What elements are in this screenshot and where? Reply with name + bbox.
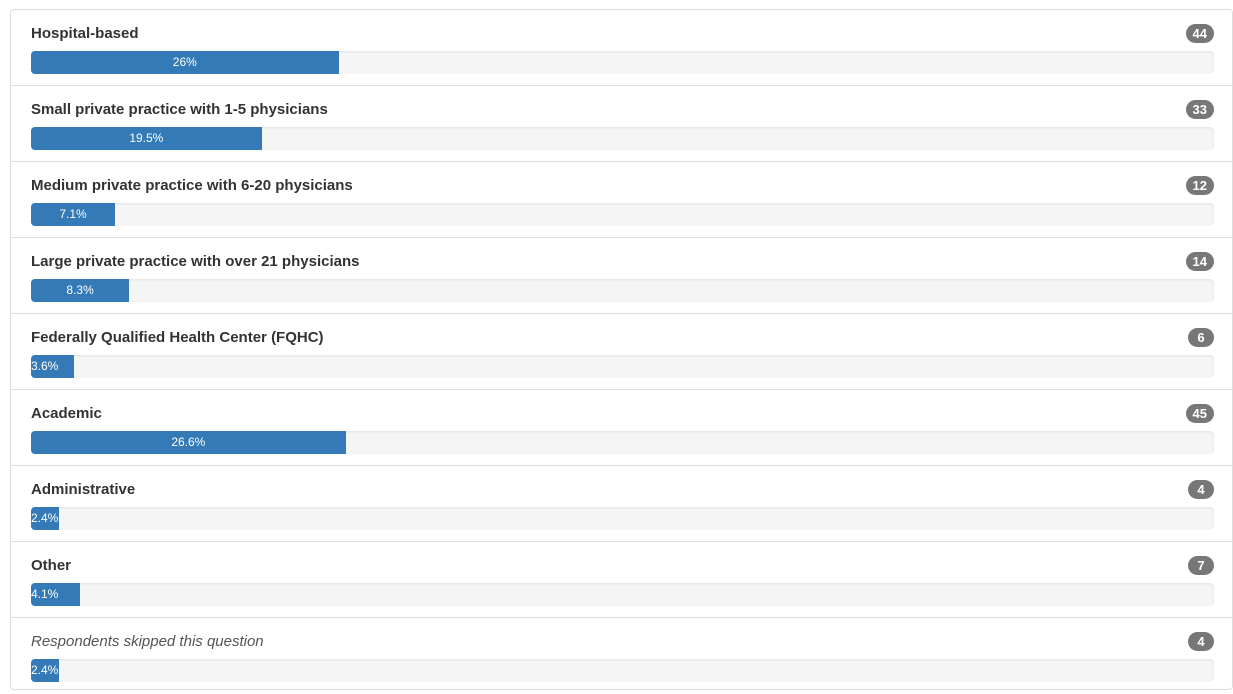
result-label: Academic xyxy=(31,405,102,422)
count-badge: 4 xyxy=(1188,632,1214,651)
count-badge: 4 xyxy=(1188,480,1214,499)
progress-fill: 26.6% xyxy=(31,431,346,454)
progress-fill: 4.1% xyxy=(31,583,80,606)
result-label: Administrative xyxy=(31,481,136,498)
progress-fill: 7.1% xyxy=(31,203,115,226)
progress-fill: 2.4% xyxy=(31,659,60,682)
result-item: Academic 45 26.6% xyxy=(11,390,1232,466)
result-label: Medium private practice with 6-20 physic… xyxy=(31,177,353,194)
result-item: Small private practice with 1-5 physicia… xyxy=(11,86,1232,162)
progress-fill: 26% xyxy=(31,51,339,74)
result-label: Federally Qualified Health Center (FQHC) xyxy=(31,329,324,346)
result-item: Respondents skipped this question 4 2.4% xyxy=(11,618,1232,694)
result-label: Other xyxy=(31,557,72,574)
progress-fill: 19.5% xyxy=(31,127,262,150)
progress-fill: 8.3% xyxy=(31,279,130,302)
result-item: Hospital-based 44 26% xyxy=(11,10,1232,86)
result-label: Small private practice with 1-5 physicia… xyxy=(31,101,328,118)
progress-track: 3.6% xyxy=(31,355,1214,378)
count-badge: 14 xyxy=(1185,252,1214,271)
progress-fill: 3.6% xyxy=(31,355,74,378)
progress-track: 26.6% xyxy=(31,431,1214,454)
results-panel: Hospital-based 44 26% Small private practic… xyxy=(10,9,1233,690)
progress-track: 2.4% xyxy=(31,507,1214,530)
progress-track: 8.3% xyxy=(31,279,1214,302)
result-label: Respondents skipped this question xyxy=(31,633,264,650)
result-label: Large private practice with over 21 phys… xyxy=(31,253,360,270)
count-badge: 33 xyxy=(1185,100,1214,119)
count-badge: 12 xyxy=(1185,176,1214,195)
count-badge: 45 xyxy=(1185,404,1214,423)
result-item: Federally Qualified Health Center (FQHC)… xyxy=(11,314,1232,390)
count-badge: 44 xyxy=(1185,24,1214,43)
result-item: Administrative 4 2.4% xyxy=(11,466,1232,542)
progress-track: 26% xyxy=(31,51,1214,74)
result-label: Hospital-based xyxy=(31,25,139,42)
progress-track: 7.1% xyxy=(31,203,1214,226)
progress-track: 19.5% xyxy=(31,127,1214,150)
result-item: Large private practice with over 21 phys… xyxy=(11,238,1232,314)
count-badge: 6 xyxy=(1188,328,1214,347)
progress-track: 2.4% xyxy=(31,659,1214,682)
progress-track: 4.1% xyxy=(31,583,1214,606)
result-item: Other 7 4.1% xyxy=(11,542,1232,618)
result-item: Medium private practice with 6-20 physic… xyxy=(11,162,1232,238)
count-badge: 7 xyxy=(1188,556,1214,575)
progress-fill: 2.4% xyxy=(31,507,60,530)
